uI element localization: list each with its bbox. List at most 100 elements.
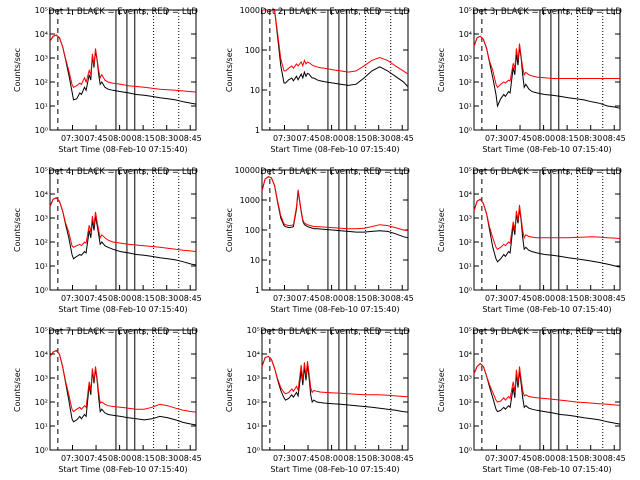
lld-series-line xyxy=(49,349,197,413)
y-tick-label: 10² xyxy=(459,238,472,247)
x-tick-label: 08:45 xyxy=(179,454,202,463)
x-tick-label: 07:45 xyxy=(297,454,320,463)
x-tick-label: 08:00 xyxy=(532,454,555,463)
y-tick-label: 100 xyxy=(245,226,260,235)
y-tick-label: 10¹ xyxy=(247,422,260,431)
y-tick-label: 10² xyxy=(459,398,472,407)
x-tick-label: 07:45 xyxy=(85,454,108,463)
y-tick-label: 10⁴ xyxy=(459,30,472,39)
x-tick-label: 08:45 xyxy=(391,134,414,143)
lld-series-line xyxy=(473,362,621,406)
y-axis-label: Counts/sec xyxy=(13,208,22,252)
panel-title: Det 8: BLACK = Events, RED = LLD xyxy=(260,327,410,337)
y-tick-label: 1000 xyxy=(240,6,260,15)
x-tick-label: 08:00 xyxy=(108,454,131,463)
x-tick-label: 08:15 xyxy=(556,294,579,303)
x-tick-label: 08:15 xyxy=(132,294,155,303)
y-axis-label: Counts/sec xyxy=(437,48,446,92)
x-tick-label: 08:30 xyxy=(155,294,178,303)
x-axis-label: Start Time (08-Feb-10 07:15:40) xyxy=(58,145,187,154)
y-axis-label: Counts/sec xyxy=(13,368,22,412)
y-tick-label: 10¹ xyxy=(459,102,472,111)
y-tick-label: 10² xyxy=(35,398,48,407)
y-tick-label: 10¹ xyxy=(459,422,472,431)
x-axis-label: Start Time (08-Feb-10 07:15:40) xyxy=(58,305,187,314)
x-tick-label: 08:45 xyxy=(603,454,626,463)
x-tick-label: 07:30 xyxy=(61,134,84,143)
y-tick-label: 10⁰ xyxy=(459,126,472,135)
y-tick-label: 1000 xyxy=(240,196,260,205)
y-tick-label: 10⁴ xyxy=(459,190,472,199)
y-tick-label: 10³ xyxy=(459,54,472,63)
x-tick-label: 07:30 xyxy=(485,134,508,143)
y-tick-label: 10⁰ xyxy=(247,446,260,455)
x-tick-label: 08:30 xyxy=(367,294,390,303)
x-tick-label: 07:30 xyxy=(61,454,84,463)
y-tick-label: 10³ xyxy=(459,374,472,383)
x-axis-label: Start Time (08-Feb-10 07:15:40) xyxy=(58,465,187,474)
x-tick-label: 08:00 xyxy=(320,294,343,303)
x-tick-label: 08:45 xyxy=(391,454,414,463)
x-tick-label: 08:45 xyxy=(179,134,202,143)
panel-title: Det 6: BLACK = Events, RED = LLD xyxy=(472,167,622,177)
panel-title: Det 5: BLACK = Events, RED = LLD xyxy=(260,167,410,177)
x-tick-label: 08:00 xyxy=(108,134,131,143)
y-tick-label: 100 xyxy=(245,46,260,55)
plot-frame xyxy=(49,9,197,131)
x-axis-label: Start Time (08-Feb-10 07:15:40) xyxy=(482,145,611,154)
lld-series-line xyxy=(473,35,620,89)
plot-frame xyxy=(49,169,197,291)
y-tick-label: 1 xyxy=(255,286,260,295)
y-tick-label: 10⁵ xyxy=(459,166,472,175)
x-tick-label: 08:45 xyxy=(603,134,626,143)
y-tick-label: 10⁰ xyxy=(35,286,48,295)
x-tick-label: 07:30 xyxy=(61,294,84,303)
y-tick-label: 10¹ xyxy=(35,422,48,431)
plot-frame xyxy=(473,329,621,451)
x-tick-label: 08:45 xyxy=(603,294,626,303)
y-axis-label: Counts/sec xyxy=(225,208,234,252)
y-tick-label: 10¹ xyxy=(459,262,472,271)
y-tick-label: 10 xyxy=(250,86,260,95)
x-tick-label: 07:30 xyxy=(273,454,296,463)
events-series-line xyxy=(262,9,409,88)
x-tick-label: 08:15 xyxy=(556,454,579,463)
panel-title: Det 3: BLACK = Events, RED = LLD xyxy=(472,7,622,17)
x-tick-label: 08:30 xyxy=(579,294,602,303)
plot-frame xyxy=(261,329,409,451)
y-tick-label: 10000 xyxy=(235,166,260,175)
plot-frame xyxy=(473,9,621,131)
x-tick-label: 07:45 xyxy=(509,294,532,303)
lld-series-line xyxy=(261,355,409,398)
lld-series-line xyxy=(49,197,197,253)
x-axis-label: Start Time (08-Feb-10 07:15:40) xyxy=(270,305,399,314)
x-tick-label: 08:00 xyxy=(320,134,343,143)
x-tick-label: 08:30 xyxy=(579,454,602,463)
y-tick-label: 10² xyxy=(35,238,48,247)
x-tick-label: 07:45 xyxy=(297,134,320,143)
x-tick-label: 08:00 xyxy=(320,454,343,463)
lld-series-line xyxy=(261,176,409,232)
y-tick-label: 10³ xyxy=(35,374,48,383)
y-tick-label: 10⁰ xyxy=(35,126,48,135)
x-axis-label: Start Time (08-Feb-10 07:15:40) xyxy=(482,465,611,474)
y-tick-label: 10⁴ xyxy=(35,350,48,359)
x-tick-label: 08:15 xyxy=(556,134,579,143)
y-axis-label: Counts/sec xyxy=(225,48,234,92)
panel-title: Det 2: BLACK = Events, RED = LLD xyxy=(260,7,410,17)
plot-frame xyxy=(473,169,621,291)
lld-series-line xyxy=(262,9,409,75)
panel-title: Det 1: BLACK = Events, RED = LLD xyxy=(48,7,198,17)
x-tick-label: 07:45 xyxy=(509,454,532,463)
panel-det-5: 1 10 100 1000 10000 07:30 07:45 08:00 08:15 08:30… xyxy=(225,166,414,314)
lld-series-line xyxy=(49,34,197,93)
events-series-line xyxy=(261,176,409,239)
y-tick-label: 10³ xyxy=(35,54,48,63)
y-tick-label: 10⁴ xyxy=(35,190,48,199)
y-tick-label: 10⁵ xyxy=(459,6,472,15)
